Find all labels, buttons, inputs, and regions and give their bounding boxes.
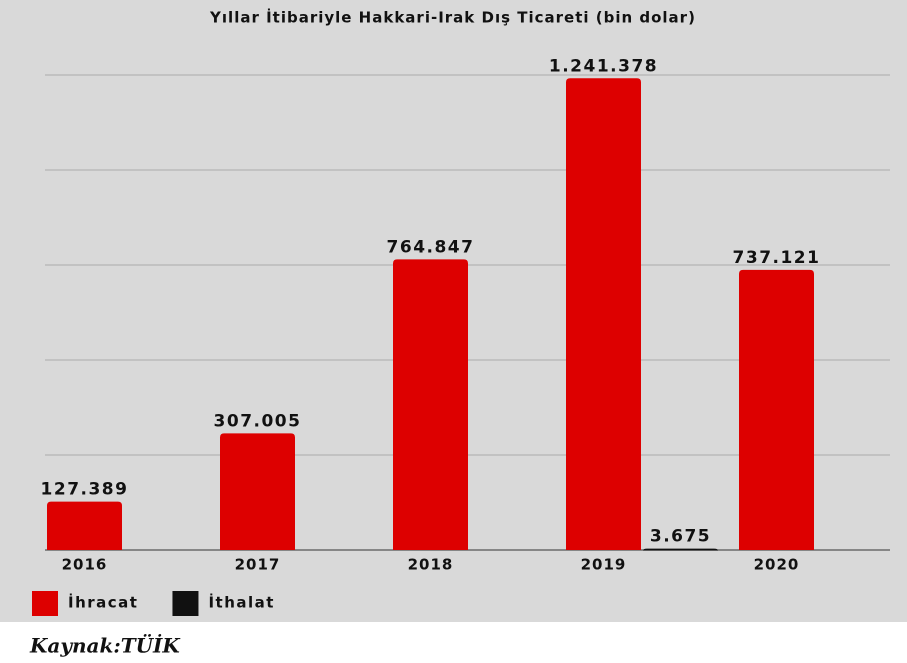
bar xyxy=(566,78,641,550)
x-tick-label: 2018 xyxy=(408,556,454,574)
source: Kaynak:TÜİK xyxy=(29,633,181,658)
x-tick-label: 2016 xyxy=(62,556,108,574)
data-label: 3.675 xyxy=(650,527,711,547)
bar xyxy=(739,269,814,550)
legend-label: İthalat xyxy=(208,593,275,612)
data-label: 764.847 xyxy=(387,237,475,257)
data-label: 127.389 xyxy=(41,480,129,500)
bar xyxy=(47,501,122,550)
x-tick-label: 2019 xyxy=(581,556,627,574)
data-label: 737.121 xyxy=(733,248,821,268)
bar xyxy=(643,548,718,551)
legend-swatch xyxy=(32,591,58,616)
data-label: 307.005 xyxy=(214,411,302,431)
legend-swatch xyxy=(172,591,199,616)
chart-title: Yıllar İtibariyle Hakkari-Irak Dış Ticar… xyxy=(209,8,696,27)
data-label: 1.241.378 xyxy=(549,56,658,76)
x-tick-label: 2017 xyxy=(235,556,281,574)
bar xyxy=(393,259,468,550)
legend-label: İhracat xyxy=(68,593,138,612)
bar xyxy=(220,433,295,550)
x-tick-label: 2020 xyxy=(754,556,800,574)
